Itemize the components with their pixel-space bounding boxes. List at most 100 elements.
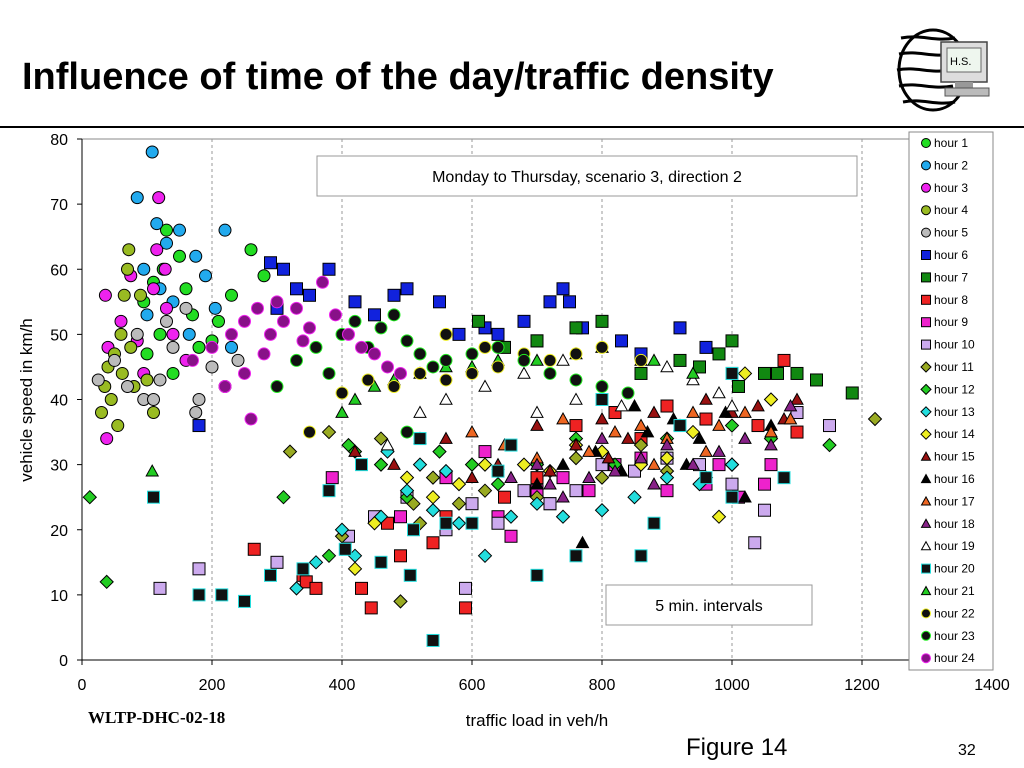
data-point bbox=[373, 457, 389, 472]
data-point bbox=[659, 450, 675, 466]
x-tick-label: 200 bbox=[199, 677, 226, 694]
data-point bbox=[504, 470, 518, 483]
data-point bbox=[179, 282, 193, 296]
data-point bbox=[478, 445, 492, 459]
data-point bbox=[530, 353, 544, 366]
legend-marker bbox=[920, 585, 932, 596]
data-point bbox=[737, 366, 753, 381]
data-point bbox=[582, 484, 596, 498]
legend-label: hour 5 bbox=[934, 226, 968, 240]
data-point bbox=[439, 373, 453, 387]
data-point bbox=[413, 432, 427, 446]
data-point bbox=[477, 548, 493, 564]
data-point bbox=[309, 340, 323, 354]
data-point bbox=[764, 438, 778, 451]
data-point bbox=[348, 295, 362, 309]
data-point bbox=[751, 398, 765, 412]
data-point bbox=[738, 431, 752, 444]
data-point bbox=[426, 633, 440, 647]
data-point bbox=[338, 542, 352, 556]
legend-marker bbox=[920, 451, 932, 461]
slide-title: Influence of time of the day/traffic den… bbox=[22, 56, 774, 98]
data-point bbox=[563, 295, 576, 309]
page-number: 32 bbox=[958, 742, 976, 759]
footer-document-id: WLTP-DHC-02-18 bbox=[88, 708, 226, 727]
data-point bbox=[325, 471, 339, 485]
data-point bbox=[465, 516, 479, 530]
data-point bbox=[822, 437, 837, 453]
data-point bbox=[465, 497, 479, 511]
data-point bbox=[367, 516, 382, 531]
data-point bbox=[530, 477, 544, 490]
legend-marker bbox=[920, 406, 932, 418]
data-point bbox=[823, 419, 836, 433]
data-point bbox=[477, 457, 493, 472]
data-point bbox=[348, 392, 362, 405]
data-point bbox=[647, 353, 661, 366]
legend-label: hour 12 bbox=[934, 382, 975, 396]
data-point bbox=[150, 243, 164, 257]
data-point bbox=[867, 411, 883, 427]
data-point bbox=[247, 542, 261, 556]
data-point bbox=[758, 366, 771, 380]
data-point bbox=[686, 366, 700, 379]
data-point bbox=[504, 529, 518, 543]
legend-marker bbox=[921, 317, 931, 328]
data-point bbox=[543, 366, 557, 380]
y-tick-label: 40 bbox=[50, 393, 68, 410]
data-point bbox=[627, 489, 642, 505]
data-point bbox=[322, 262, 336, 276]
data-point bbox=[425, 489, 441, 505]
data-point bbox=[569, 484, 583, 498]
data-point bbox=[517, 353, 531, 367]
data-point bbox=[122, 243, 136, 257]
data-point bbox=[758, 477, 771, 491]
data-point bbox=[115, 366, 129, 380]
data-point bbox=[478, 379, 492, 392]
y-axis-title: vehicle speed in km/h bbox=[17, 318, 36, 481]
data-point bbox=[381, 360, 394, 374]
data-point bbox=[569, 373, 583, 387]
data-point bbox=[724, 418, 740, 433]
data-point bbox=[289, 581, 304, 596]
data-point bbox=[393, 594, 408, 609]
data-point bbox=[530, 568, 544, 582]
data-point bbox=[153, 581, 167, 595]
data-point bbox=[99, 574, 114, 590]
legend-marker bbox=[920, 540, 932, 551]
data-point bbox=[685, 424, 701, 440]
data-point bbox=[595, 340, 609, 354]
data-point bbox=[491, 464, 505, 478]
legend-marker bbox=[920, 495, 932, 506]
data-point bbox=[270, 555, 284, 569]
data-point bbox=[347, 561, 363, 577]
data-point bbox=[777, 353, 791, 367]
figure-label: Figure 14 bbox=[686, 734, 788, 761]
legend-label: hour 17 bbox=[934, 494, 975, 508]
data-point bbox=[615, 334, 628, 348]
data-point bbox=[517, 314, 531, 328]
y-tick-label: 30 bbox=[50, 458, 68, 475]
plot-area bbox=[81, 138, 993, 661]
hs-logo-icon: H.S. bbox=[896, 28, 990, 112]
data-point bbox=[725, 334, 739, 348]
data-point bbox=[568, 450, 584, 466]
data-point bbox=[225, 340, 238, 354]
data-point bbox=[192, 562, 206, 576]
data-point bbox=[321, 424, 337, 440]
legend-marker bbox=[920, 473, 932, 484]
data-point bbox=[764, 458, 778, 472]
data-point bbox=[290, 353, 303, 367]
data-point bbox=[173, 249, 186, 263]
data-point bbox=[783, 412, 798, 425]
data-point bbox=[368, 347, 381, 361]
legend: hour 1 hour 2 hour 3 hour 4 hour 5 hour 6 hour… bbox=[920, 136, 975, 665]
data-point bbox=[218, 379, 232, 393]
data-point bbox=[348, 314, 362, 328]
data-point bbox=[290, 301, 303, 315]
data-point bbox=[399, 483, 415, 498]
data-point bbox=[179, 301, 193, 315]
data-point bbox=[244, 243, 258, 257]
data-point bbox=[121, 262, 134, 276]
x-tick-label: 1400 bbox=[974, 677, 1010, 694]
